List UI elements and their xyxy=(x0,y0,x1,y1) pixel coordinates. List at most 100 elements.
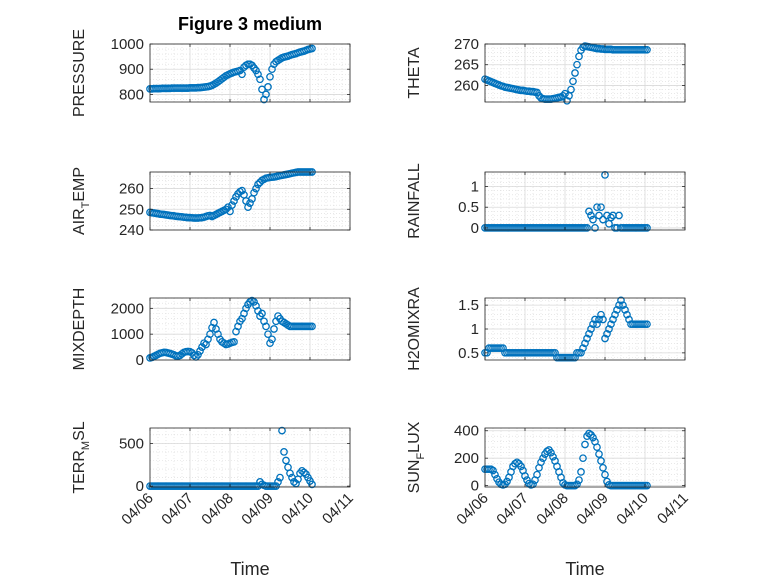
y-tick-label: 240 xyxy=(119,222,144,239)
data-series xyxy=(481,42,651,105)
data-point xyxy=(595,450,603,458)
data-point xyxy=(547,448,555,457)
data-point xyxy=(573,480,581,489)
data-point xyxy=(577,348,585,357)
data-point xyxy=(599,315,607,324)
data-point xyxy=(264,330,272,339)
data-point xyxy=(593,320,601,329)
plot-area xyxy=(485,172,685,230)
y-tick-label: 1000 xyxy=(111,326,144,343)
data-point xyxy=(268,335,276,344)
y-tick-label: 900 xyxy=(119,61,144,78)
data-point xyxy=(591,224,599,232)
data-point xyxy=(595,211,603,220)
data-point xyxy=(611,310,619,319)
subplot-pressure: 800 900 1000 PRESSURE Figure 3 medium xyxy=(71,14,351,117)
data-point xyxy=(308,480,316,489)
data-point xyxy=(250,298,258,306)
data-series xyxy=(481,296,651,362)
data-point xyxy=(254,70,262,79)
y-tick-label: 200 xyxy=(454,450,479,467)
data-point xyxy=(579,454,587,463)
data-point xyxy=(571,353,579,362)
data-point xyxy=(264,83,272,91)
data-point xyxy=(491,470,499,479)
data-point xyxy=(503,477,511,486)
data-point xyxy=(599,463,607,472)
y-tick-label: 800 xyxy=(119,86,144,103)
data-point xyxy=(551,348,559,357)
data-point xyxy=(601,334,609,343)
data-point xyxy=(599,215,607,224)
y-axis-label: SUNFLUX xyxy=(406,421,427,493)
y-tick-label: 265 xyxy=(454,57,479,74)
data-point xyxy=(196,347,204,355)
data-point xyxy=(274,478,282,486)
subplot-rainfall: 0 0.5 1 RAINFALL xyxy=(406,163,686,239)
y-axis-label: RAINFALL xyxy=(406,163,423,239)
data-point xyxy=(276,473,284,482)
data-point xyxy=(190,351,198,360)
data-point xyxy=(238,186,246,195)
y-tick-label: 0 xyxy=(136,352,144,369)
axes-box xyxy=(149,427,351,488)
data-point xyxy=(595,315,603,324)
data-point xyxy=(643,320,651,329)
data-point xyxy=(623,310,631,319)
data-point xyxy=(603,329,611,338)
x-tick-label: 04/10 xyxy=(278,490,317,529)
data-series xyxy=(481,171,651,232)
data-point xyxy=(242,304,250,313)
data-point xyxy=(513,458,521,467)
data-point xyxy=(587,325,595,333)
data-point xyxy=(246,199,254,207)
x-tick-label: 04/09 xyxy=(573,490,612,529)
data-point xyxy=(266,72,274,81)
data-point xyxy=(617,296,625,305)
data-point xyxy=(583,334,591,343)
data-point xyxy=(529,480,537,489)
y-axis-label: THETA xyxy=(406,47,423,99)
y-tick-label: 0 xyxy=(471,220,479,237)
x-tick-label: 04/09 xyxy=(238,490,277,529)
data-series xyxy=(146,296,316,362)
x-tick-label: 04/08 xyxy=(198,490,237,529)
data-point xyxy=(615,211,623,220)
data-point xyxy=(282,456,290,465)
data-point xyxy=(587,211,595,220)
y-tick-label: 260 xyxy=(119,181,144,198)
data-point xyxy=(533,470,541,479)
data-point xyxy=(228,201,236,209)
data-point xyxy=(585,429,593,438)
data-point xyxy=(244,203,252,212)
subplot-theta: 260 265 270 THETA xyxy=(406,36,686,105)
y-tick-label: 0.5 xyxy=(458,199,479,216)
data-point xyxy=(625,315,633,324)
data-point xyxy=(250,188,258,197)
data-point xyxy=(575,476,583,484)
data-point xyxy=(537,458,545,467)
data-point xyxy=(593,443,601,452)
x-tick-label: 04/11 xyxy=(654,490,692,528)
data-point xyxy=(615,301,623,310)
plot-area xyxy=(485,428,685,487)
data-point xyxy=(549,452,557,461)
data-point xyxy=(308,44,316,53)
y-tick-label: 2000 xyxy=(111,300,144,317)
data-point xyxy=(597,457,605,465)
y-tick-label: 400 xyxy=(454,423,479,440)
axes-box xyxy=(149,171,351,231)
data-point xyxy=(278,426,286,435)
x-tick-label: 04/07 xyxy=(158,490,197,529)
data-point xyxy=(222,205,230,214)
data-point xyxy=(262,90,270,99)
x-tick-label: 04/07 xyxy=(493,490,532,529)
y-tick-label: 0 xyxy=(136,478,144,495)
data-point xyxy=(270,325,278,333)
data-point xyxy=(517,462,525,471)
data-point xyxy=(238,70,246,79)
data-point xyxy=(581,440,589,449)
subplot-h2omixra: 0.5 1 1.5 H2OMIXRA xyxy=(406,287,686,371)
subplot-air-temp: 240 250 260 AIRTEMP xyxy=(71,167,351,239)
